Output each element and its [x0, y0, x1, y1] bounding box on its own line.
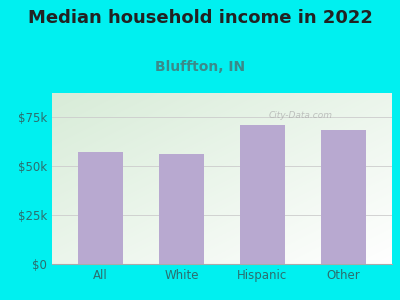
Text: Bluffton, IN: Bluffton, IN [155, 60, 245, 74]
Bar [159, 154, 204, 264]
Text: Median household income in 2022: Median household income in 2022 [28, 9, 372, 27]
Bar [78, 152, 123, 264]
Bar [321, 130, 366, 264]
Bar [240, 125, 285, 264]
Text: City-Data.com: City-Data.com [268, 111, 332, 120]
